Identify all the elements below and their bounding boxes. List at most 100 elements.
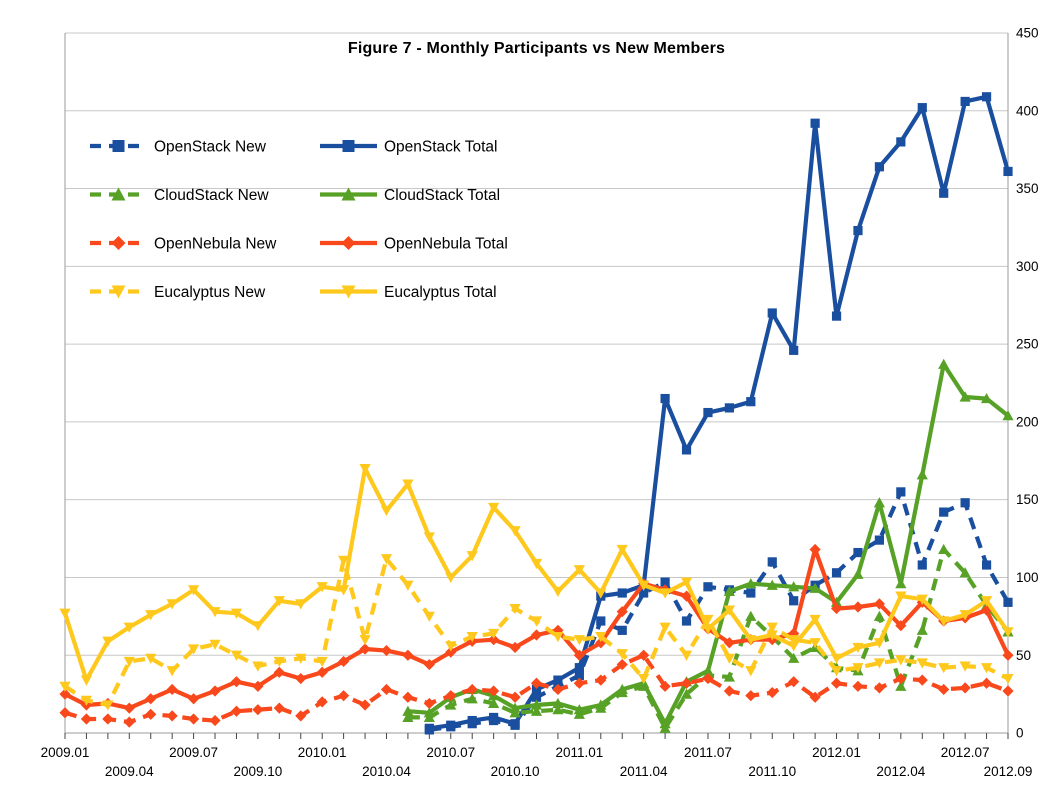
data-point-eucalyptus-total-2010.09 bbox=[488, 502, 500, 514]
data-point-eucalyptus-total-2010.06 bbox=[423, 532, 435, 543]
data-point-eucalyptus-total-2011.09 bbox=[745, 635, 757, 646]
data-point-eucalyptus-new-2009.06 bbox=[166, 666, 178, 677]
x-axis-label-2010.10: 2010.10 bbox=[491, 764, 540, 779]
data-point-opennebula-new-2012.08 bbox=[980, 677, 993, 689]
data-point-eucalyptus-new-2010.03 bbox=[359, 635, 371, 646]
data-point-opennebula-total-2010.10 bbox=[509, 641, 521, 654]
data-point-opennebula-new-2012.02 bbox=[852, 680, 864, 692]
data-point-opennebula-new-2012.07 bbox=[959, 682, 971, 694]
data-point-opennebula-total-2012.02 bbox=[852, 601, 864, 613]
data-point-opennebula-total-2010.01 bbox=[316, 666, 328, 678]
data-point-opennebula-total-2009.06 bbox=[166, 683, 178, 696]
legend-item-eucalyptus-total: Eucalyptus Total bbox=[320, 284, 497, 301]
data-point-openstack-total-2010.10 bbox=[510, 719, 520, 729]
y-axis-label-50: 50 bbox=[1016, 648, 1031, 663]
data-point-opennebula-new-2009.05 bbox=[145, 708, 157, 720]
x-axis-label-2012.07: 2012.07 bbox=[941, 745, 990, 760]
data-point-cloudstack-total-2012.07 bbox=[959, 391, 971, 402]
data-point-eucalyptus-new-2012.09 bbox=[1002, 673, 1014, 685]
data-point-eucalyptus-total-2011.01 bbox=[573, 565, 585, 576]
data-point-cloudstack-new-2012.07 bbox=[959, 567, 971, 578]
y-axis-label-200: 200 bbox=[1016, 414, 1039, 429]
legend-item-opennebula-total: OpenNebula Total bbox=[320, 236, 508, 253]
data-point-openstack-new-2012.08 bbox=[981, 560, 992, 570]
data-point-opennebula-new-2009.02 bbox=[80, 713, 93, 725]
x-axis-label-2011.01: 2011.01 bbox=[555, 745, 603, 760]
data-point-eucalyptus-new-2011.09 bbox=[745, 666, 757, 677]
data-point-cloudstack-new-2012.06 bbox=[938, 543, 950, 555]
data-point-cloudstack-total-2011.09 bbox=[745, 578, 757, 589]
data-point-opennebula-new-2010.05 bbox=[402, 691, 414, 703]
data-point-openstack-new-2011.07 bbox=[703, 582, 713, 592]
data-point-cloudstack-total-2012.02 bbox=[852, 568, 864, 579]
data-point-cloudstack-new-2011.08 bbox=[723, 671, 735, 682]
data-point-opennebula-new-2010.12 bbox=[552, 683, 564, 696]
data-point-openstack-new-2011.09 bbox=[746, 588, 756, 598]
data-point-eucalyptus-total-2009.09 bbox=[230, 608, 243, 619]
data-point-eucalyptus-total-2009.11 bbox=[273, 596, 285, 607]
data-point-openstack-total-2011.11 bbox=[789, 345, 799, 355]
x-axis-label-2012.01: 2012.01 bbox=[812, 745, 861, 760]
x-axis-label-2012.04: 2012.04 bbox=[876, 764, 925, 779]
data-point-eucalyptus-total-2010.04 bbox=[380, 505, 393, 517]
data-point-eucalyptus-total-2010.08 bbox=[466, 551, 478, 562]
data-point-openstack-total-2012.08 bbox=[981, 92, 992, 102]
data-point-cloudstack-total-2010.11 bbox=[530, 699, 543, 710]
data-point-openstack-total-2010.08 bbox=[467, 715, 477, 726]
data-point-eucalyptus-total-2009.05 bbox=[145, 610, 157, 621]
data-point-eucalyptus-new-2009.12 bbox=[295, 653, 307, 664]
data-point-opennebula-new-2011.05 bbox=[659, 680, 671, 692]
data-point-eucalyptus-new-2010.02 bbox=[338, 555, 350, 566]
data-point-opennebula-new-2011.08 bbox=[723, 685, 735, 697]
data-point-cloudstack-total-2011.03 bbox=[616, 683, 628, 695]
data-point-eucalyptus-new-2011.01 bbox=[573, 635, 585, 646]
data-point-openstack-new-2011.11 bbox=[789, 596, 799, 606]
data-point-openstack-new-2011.10 bbox=[767, 557, 777, 567]
data-point-eucalyptus-new-2009.09 bbox=[230, 650, 243, 661]
data-point-eucalyptus-total-2011.10 bbox=[766, 630, 778, 641]
data-point-opennebula-total-2012.09 bbox=[1002, 649, 1014, 661]
x-axis-label-2009.01: 2009.01 bbox=[41, 745, 90, 760]
data-point-eucalyptus-new-2012.07 bbox=[959, 661, 971, 672]
data-point-opennebula-total-2012.01 bbox=[830, 602, 843, 615]
data-point-opennebula-total-2010.04 bbox=[380, 644, 393, 657]
data-point-opennebula-new-2010.06 bbox=[423, 697, 435, 710]
data-point-opennebula-new-2011.10 bbox=[766, 686, 778, 699]
data-point-opennebula-new-2009.03 bbox=[102, 713, 114, 725]
data-point-opennebula-new-2012.06 bbox=[938, 683, 950, 696]
data-point-opennebula-new-2011.09 bbox=[745, 690, 757, 702]
data-point-eucalyptus-total-2011.02 bbox=[595, 588, 607, 599]
data-point-eucalyptus-total-2011.08 bbox=[723, 605, 735, 616]
data-point-openstack-total-2010.09 bbox=[489, 712, 499, 723]
data-point-openstack-total-2010.06 bbox=[424, 723, 434, 733]
legend-item-openstack-total: OpenStack Total bbox=[320, 139, 497, 156]
data-point-opennebula-new-2010.11 bbox=[530, 677, 543, 689]
data-point-cloudstack-total-2012.06 bbox=[938, 358, 950, 369]
data-point-openstack-new-2012.07 bbox=[960, 498, 970, 508]
data-point-opennebula-total-2010.03 bbox=[359, 643, 371, 655]
data-point-opennebula-new-2010.04 bbox=[380, 683, 393, 696]
data-point-cloudstack-new-2010.08 bbox=[466, 693, 478, 704]
series-line-opennebula-new bbox=[64, 653, 1009, 725]
data-point-opennebula-new-2012.01 bbox=[830, 677, 843, 689]
data-point-eucalyptus-total-2009.03 bbox=[102, 636, 114, 647]
data-point-opennebula-new-2011.06 bbox=[680, 677, 693, 689]
data-point-opennebula-new-2012.09 bbox=[1002, 685, 1014, 697]
data-point-opennebula-total-2012.03 bbox=[873, 598, 886, 610]
data-point-eucalyptus-total-2011.12 bbox=[809, 614, 821, 626]
data-point-eucalyptus-new-2009.07 bbox=[187, 644, 200, 655]
legend-marker-triangle-up-icon bbox=[111, 187, 126, 201]
data-point-opennebula-total-2011.06 bbox=[680, 590, 693, 602]
data-point-eucalyptus-new-2010.06 bbox=[423, 611, 435, 622]
data-point-openstack-total-2012.04 bbox=[896, 137, 906, 147]
data-point-cloudstack-new-2010.05 bbox=[402, 711, 414, 723]
data-point-openstack-new-2012.03 bbox=[874, 535, 885, 545]
legend-marker-diamond-icon bbox=[341, 236, 356, 250]
data-point-opennebula-total-2010.07 bbox=[445, 646, 457, 658]
data-point-eucalyptus-new-2010.09 bbox=[488, 628, 500, 640]
data-point-eucalyptus-total-2012.04 bbox=[895, 591, 907, 602]
data-point-eucalyptus-total-2010.12 bbox=[552, 586, 564, 598]
data-point-eucalyptus-new-2012.05 bbox=[916, 658, 928, 669]
y-axis-label-250: 250 bbox=[1016, 337, 1039, 352]
data-point-eucalyptus-total-2011.05 bbox=[659, 588, 671, 599]
